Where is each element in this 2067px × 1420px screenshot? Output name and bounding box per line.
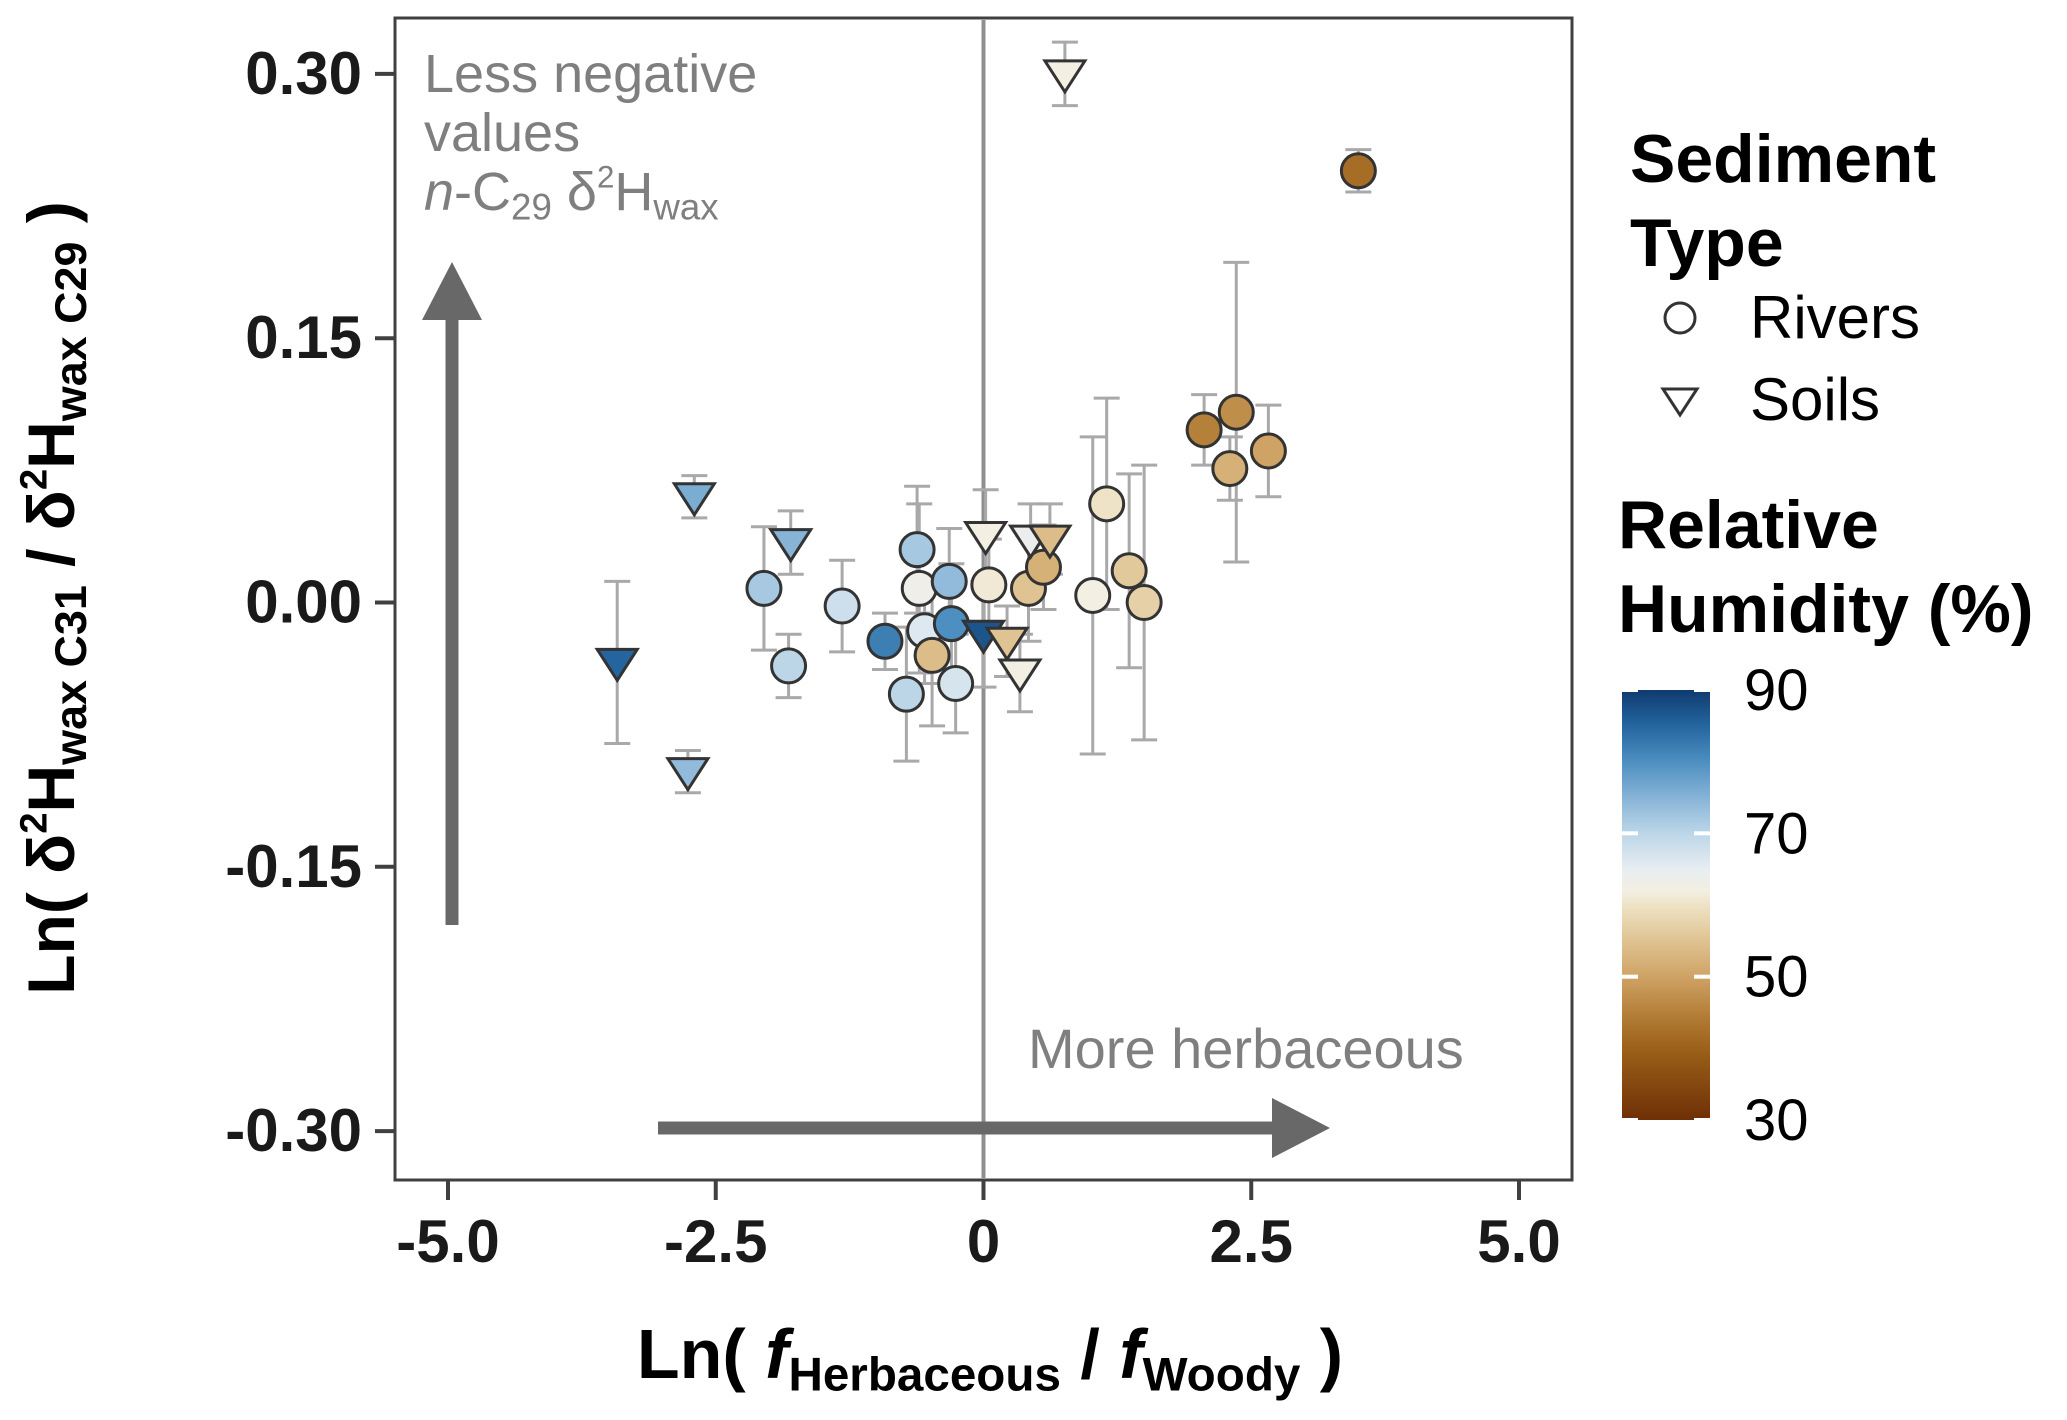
data-point-soil (997, 658, 1043, 694)
legend-relative-humidity: Relative Humidity (%) 90 70 50 30 (1618, 487, 2034, 1153)
legend-title-humidity: Humidity (%) (1618, 571, 2034, 647)
data-point-soil (1027, 524, 1073, 560)
data-point-river (937, 665, 975, 703)
colorbar-tick-label: 90 (1744, 658, 1809, 723)
data-point-river (866, 622, 904, 660)
colorbar-tick-label: 50 (1744, 945, 1809, 1010)
data-point-river (913, 636, 951, 674)
data-point-river (1024, 548, 1062, 586)
data-point-river (900, 569, 938, 607)
x-tick-label: -2.5 (664, 1208, 767, 1275)
annotation-more-herbaceous: More herbaceous (1028, 1017, 1464, 1080)
data-point-river (1249, 432, 1287, 470)
data-point-river (970, 566, 1008, 604)
data-point-soil (1042, 59, 1088, 95)
x-tick-label: 0 (967, 1208, 1000, 1275)
colorbar (1622, 690, 1710, 1120)
legend-title-sediment: Sediment (1630, 121, 1936, 197)
y-tick-label: 0.15 (245, 304, 362, 371)
legend-item-label: Soils (1750, 366, 1880, 433)
data-point-river (770, 647, 808, 685)
x-tick-label: -5.0 (396, 1208, 499, 1275)
data-point-soil (984, 626, 1030, 663)
data-point-river (1217, 393, 1255, 431)
legend-title-sediment: Type (1630, 205, 1784, 281)
colorbar-tick-label: 70 (1744, 801, 1809, 866)
y-tick-label: -0.15 (225, 833, 362, 900)
data-point-river (1339, 152, 1377, 190)
data-point-river (823, 587, 861, 625)
up-arrow (422, 262, 482, 925)
data-point-river (898, 531, 936, 569)
data-point-soil (665, 757, 711, 793)
legend-item-label: Rivers (1750, 284, 1920, 351)
data-point-river (1088, 485, 1126, 523)
data-point-soil (767, 528, 814, 564)
data-point-river (930, 562, 968, 600)
data-point-river (745, 569, 783, 607)
annotation-line-1: Less negative (424, 44, 757, 104)
y-tick-label: 0.30 (245, 40, 362, 107)
data-point-river (1074, 576, 1112, 614)
x-tick-label: 2.5 (1210, 1208, 1293, 1275)
annotation-line-2: values (424, 103, 580, 163)
data-point-river (887, 675, 925, 713)
data-point-river (1211, 450, 1249, 488)
data-point-soil (594, 647, 640, 684)
legend-symbol-triangle (1660, 387, 1700, 418)
x-tick-label: 5.0 (1477, 1208, 1560, 1275)
data-points (594, 59, 1377, 793)
y-tick-label: 0.00 (245, 569, 362, 636)
colorbar-tick-label: 30 (1744, 1088, 1809, 1153)
legend-title-humidity: Relative (1618, 487, 1879, 563)
right-arrow (658, 1098, 1330, 1158)
data-point-river (932, 605, 970, 643)
annotation-line-3: n-C29 δ2Hwax (424, 159, 719, 227)
data-point-soil (962, 521, 1009, 557)
y-tick-label: -0.30 (225, 1097, 362, 1164)
x-axis-title: Ln( fHerbaceous / fWoody ) (637, 1315, 1343, 1402)
axes: -5.0 -2.5 0 2.5 5.0 0.30 0.15 0.00 -0.15 -0.30 (225, 40, 1560, 1275)
data-point-soil (671, 482, 718, 518)
y-axis-title: Ln( δ2Hwax C31 / δ2Hwax C29 ) (12, 201, 96, 995)
data-point-river (1110, 552, 1148, 590)
data-point-river (1185, 411, 1223, 449)
data-point-river (1125, 584, 1163, 621)
legend-symbol-circle (1663, 301, 1697, 335)
